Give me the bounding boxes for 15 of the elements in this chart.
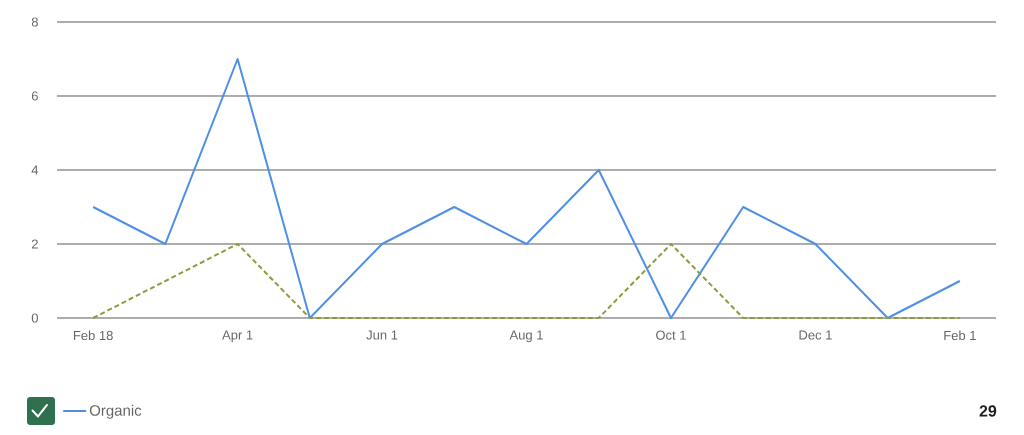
legend-label: Organic — [89, 404, 142, 419]
y-tick-label: 8 — [31, 17, 38, 27]
x-tick-label: Jun 1 — [366, 330, 398, 340]
y-tick-label: 4 — [31, 165, 39, 175]
x-tick-label: Dec 1 — [799, 330, 832, 340]
y-tick-label: 0 — [31, 313, 38, 323]
text: 29 — [979, 405, 997, 417]
line-series — [92, 57, 961, 319]
y-tick-label: 2 — [31, 239, 38, 249]
x-tick-label: Feb 1 — [944, 330, 976, 341]
y-tick-label: 6 — [31, 91, 38, 101]
x-tick-label: Apr 1 — [222, 330, 253, 343]
x-tick-label: Oct 1 — [656, 330, 686, 340]
x-tick-label: Feb 18 — [73, 330, 113, 341]
x-tick-label: Aug 1 — [509, 330, 543, 343]
